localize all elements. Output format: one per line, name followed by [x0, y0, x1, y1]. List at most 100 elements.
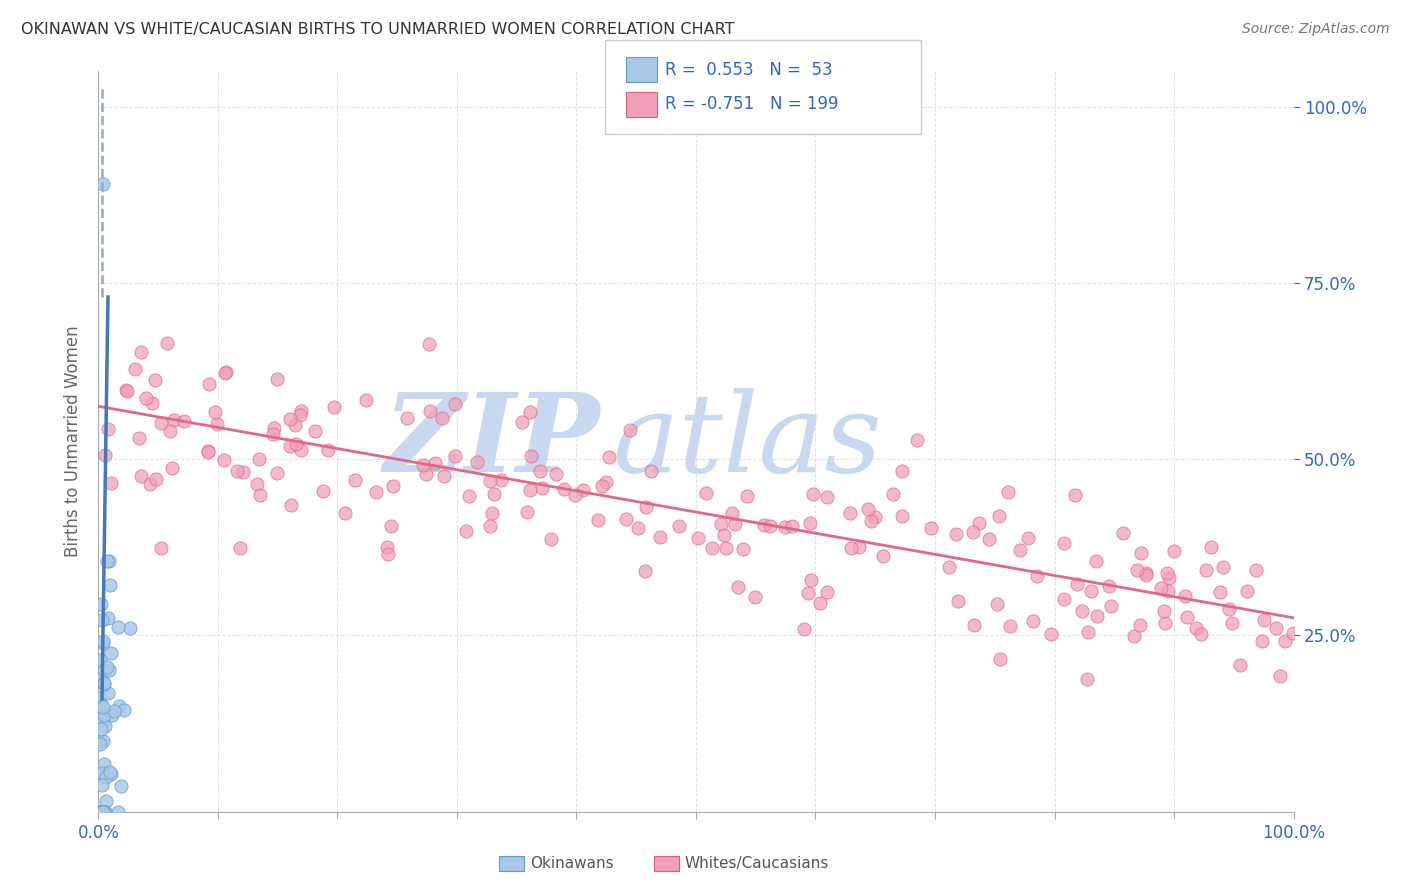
Point: [1135, 566, 1157, 581]
Point: [93, 708, 115, 723]
Point: [1053, 592, 1076, 607]
Point: [865, 509, 887, 524]
Point: [799, 516, 821, 530]
Point: [891, 508, 914, 523]
Point: [775, 520, 797, 534]
Point: [1189, 626, 1212, 640]
Point: [288, 409, 311, 423]
Point: [713, 528, 735, 542]
Point: [89, 691, 111, 706]
Point: [1195, 563, 1218, 577]
Point: [354, 392, 377, 407]
Point: [150, 416, 173, 430]
Point: [129, 345, 152, 359]
Point: [636, 500, 658, 514]
Point: [225, 464, 247, 478]
Point: [197, 444, 219, 458]
Point: [905, 433, 928, 447]
Point: [333, 506, 356, 520]
Point: [415, 467, 437, 481]
Point: [1076, 672, 1098, 686]
Point: [735, 489, 758, 503]
Point: [215, 365, 238, 379]
Point: [212, 452, 235, 467]
Point: [93, 756, 115, 771]
Point: [872, 549, 894, 563]
Point: [1229, 658, 1251, 673]
Point: [731, 542, 754, 557]
Point: [290, 442, 312, 457]
Text: ZIP: ZIP: [384, 388, 600, 495]
Point: [1066, 576, 1088, 591]
Point: [564, 488, 586, 502]
Point: [988, 652, 1011, 666]
Point: [882, 487, 904, 501]
Point: [107, 805, 129, 819]
Point: [173, 414, 195, 428]
Point: [266, 466, 288, 480]
Point: [97, 686, 120, 700]
Text: OKINAWAN VS WHITE/CAUCASIAN BIRTHS TO UNMARRIED WOMEN CORRELATION CHART: OKINAWAN VS WHITE/CAUCASIAN BIRTHS TO UN…: [21, 22, 734, 37]
Point: [1218, 601, 1240, 615]
Point: [97, 611, 120, 625]
Point: [938, 560, 960, 574]
Point: [1163, 544, 1185, 558]
Point: [1236, 584, 1258, 599]
Point: [458, 489, 481, 503]
Point: [115, 383, 138, 397]
Point: [695, 486, 717, 500]
Point: [839, 506, 862, 520]
Point: [1212, 560, 1234, 574]
Point: [510, 415, 533, 429]
Point: [859, 514, 882, 528]
Point: [1274, 634, 1296, 648]
Point: [946, 593, 969, 607]
Point: [1199, 540, 1222, 554]
Point: [107, 698, 129, 713]
Point: [1129, 617, 1152, 632]
Point: [1000, 619, 1022, 633]
Point: [423, 456, 446, 470]
Point: [724, 516, 747, 531]
Point: [197, 443, 219, 458]
Point: [160, 461, 183, 475]
Point: [808, 596, 831, 610]
Point: [668, 519, 690, 533]
Point: [782, 519, 804, 533]
Point: [150, 541, 173, 555]
Point: [1111, 526, 1133, 541]
Point: [1017, 531, 1039, 545]
Point: [1084, 553, 1107, 567]
Point: [93, 675, 115, 690]
Point: [103, 704, 125, 718]
Point: [91, 614, 114, 628]
Point: [94, 794, 117, 808]
Point: [571, 483, 593, 498]
Point: [856, 502, 879, 516]
Point: [721, 506, 744, 520]
Point: [280, 498, 302, 512]
Point: [93, 805, 115, 819]
Point: [1175, 609, 1198, 624]
Point: [969, 516, 991, 530]
Point: [91, 177, 114, 191]
Point: [232, 465, 254, 479]
Point: [100, 646, 122, 660]
Point: [93, 663, 115, 677]
Point: [1156, 566, 1178, 580]
Point: [1080, 584, 1102, 599]
Text: Okinawans: Okinawans: [530, 856, 613, 871]
Point: [229, 541, 252, 556]
Point: [91, 699, 114, 714]
Point: [515, 505, 537, 519]
Point: [156, 336, 179, 351]
Point: [94, 770, 117, 784]
Point: [98, 764, 121, 779]
Point: [815, 585, 838, 599]
Point: [129, 468, 152, 483]
Point: [381, 479, 404, 493]
Point: [710, 516, 733, 531]
Point: [247, 451, 270, 466]
Point: [1264, 621, 1286, 635]
Point: [1268, 669, 1291, 683]
